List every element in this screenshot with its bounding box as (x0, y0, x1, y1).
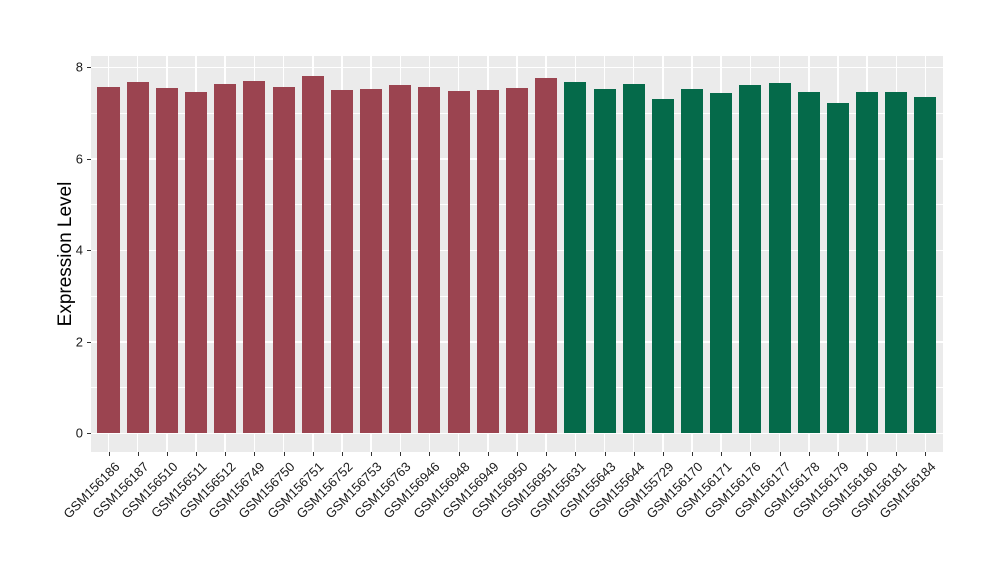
y-tick-label: 6 (75, 151, 83, 167)
x-tick-mark (254, 452, 256, 456)
bar-GSM155631 (564, 81, 587, 434)
x-tick-mark (896, 452, 898, 456)
bar-GSM156180 (856, 92, 879, 434)
y-tick-label: 8 (75, 59, 83, 75)
y-tick-mark (87, 158, 91, 160)
x-tick-mark (196, 452, 198, 456)
bar-GSM156181 (885, 92, 908, 434)
y-tick-mark (87, 250, 91, 252)
bar-GSM156752 (330, 90, 353, 434)
x-tick-mark (517, 452, 518, 456)
y-tick-mark (87, 67, 91, 69)
bar-GSM155643 (593, 89, 616, 434)
bar-GSM156753 (360, 89, 383, 434)
bar-GSM156763 (389, 85, 412, 434)
bar-GSM156946 (418, 87, 441, 434)
x-tick-mark (341, 452, 343, 456)
x-tick-mark (283, 452, 285, 456)
bar-GSM156951 (535, 77, 558, 434)
x-tick-mark (575, 452, 577, 456)
x-tick-mark (721, 452, 723, 456)
y-tick-label: 2 (75, 334, 83, 350)
y-tick-label: 4 (75, 242, 83, 258)
bar-GSM156178 (797, 91, 820, 434)
x-tick-mark (312, 452, 314, 456)
bar-GSM155729 (651, 99, 674, 434)
x-tick-mark (546, 452, 548, 456)
bar-GSM156170 (681, 88, 704, 434)
bar-GSM156512 (214, 84, 237, 434)
x-tick-mark (429, 452, 431, 456)
bar-GSM156949 (476, 89, 499, 434)
x-tick-mark (108, 452, 110, 456)
x-tick-mark (837, 452, 839, 456)
x-tick-mark (925, 452, 927, 456)
x-tick-mark (750, 452, 752, 456)
x-tick-mark (487, 452, 489, 456)
bar-GSM156750 (272, 86, 295, 434)
bar-GSM156187 (126, 81, 149, 434)
x-tick-mark (662, 452, 664, 456)
y-tick-mark (87, 433, 91, 435)
x-tick-mark (400, 452, 402, 456)
x-tick-mark (692, 452, 694, 456)
x-tick-mark (779, 452, 781, 456)
x-tick-mark (633, 452, 635, 456)
bar-GSM156749 (243, 81, 266, 434)
bar-GSM156179 (826, 103, 849, 434)
y-tick-label: 0 (75, 425, 83, 441)
x-tick-mark (458, 452, 460, 456)
bar-GSM155644 (622, 83, 645, 434)
x-tick-mark (225, 452, 227, 456)
bar-GSM156948 (447, 90, 470, 434)
x-tick-mark (166, 452, 168, 456)
x-tick-mark (137, 452, 139, 456)
x-tick-mark (867, 452, 869, 456)
bar-GSM156511 (185, 91, 208, 434)
bar-GSM156186 (97, 87, 120, 434)
bar-GSM156950 (505, 88, 528, 434)
plot-panel (91, 56, 943, 452)
bar-GSM156510 (155, 88, 178, 434)
bar-GSM156751 (301, 75, 324, 434)
y-tick-mark (87, 341, 91, 343)
x-tick-mark (808, 452, 810, 456)
bar-GSM156184 (914, 96, 937, 434)
bar-GSM156171 (710, 92, 733, 434)
bar-GSM156176 (739, 84, 762, 434)
x-tick-mark (604, 452, 606, 456)
x-tick-mark (371, 452, 373, 456)
bar-GSM156177 (768, 82, 791, 434)
